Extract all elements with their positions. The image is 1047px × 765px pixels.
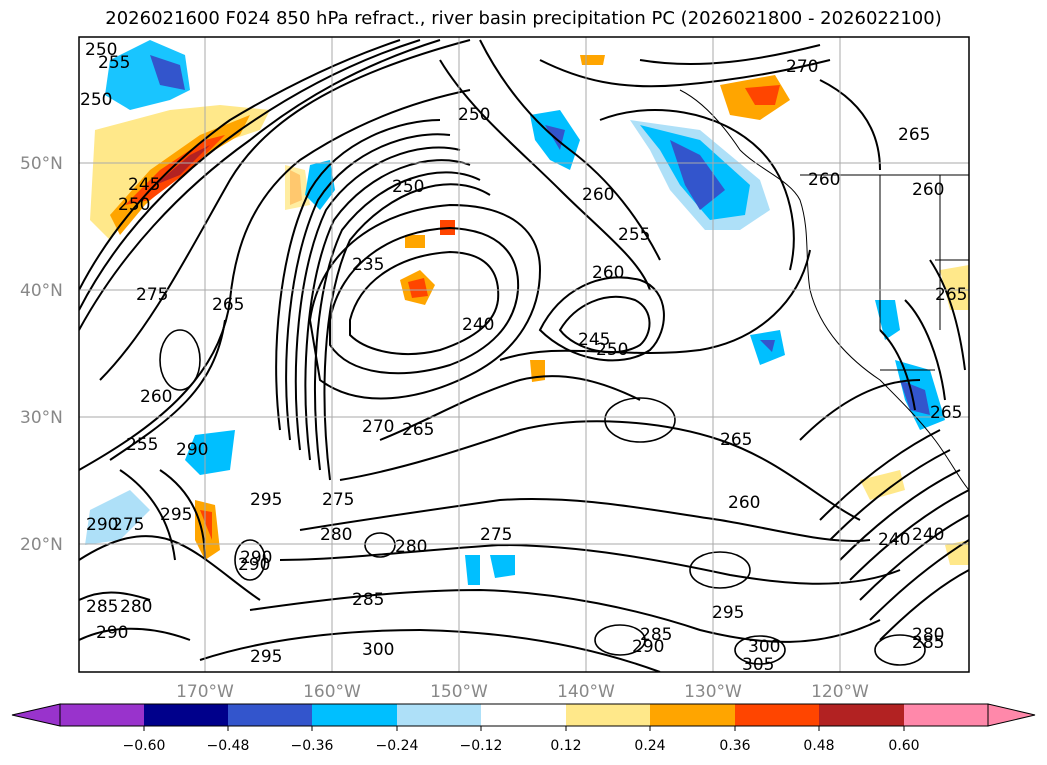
contour-label: 290 (176, 440, 208, 460)
lon-labels: 170°W 160°W 150°W 140°W 130°W 120°W (176, 682, 869, 702)
contour-layer (79, 39, 969, 672)
contour-label: 265 (930, 403, 962, 423)
contour-label: 265 (402, 420, 434, 440)
contour-label: 270 (362, 417, 394, 437)
contour-label: 270 (786, 57, 818, 77)
colorbar-tick-label: 0.12 (550, 738, 581, 754)
contour-label: 240 (878, 530, 910, 550)
contour-label: 260 (582, 185, 614, 205)
contour-label: 250 (458, 105, 490, 125)
lat-label: 40°N (20, 281, 63, 301)
contour-label: 250 (85, 40, 117, 60)
contour-label: 260 (728, 493, 760, 513)
lon-label: 170°W (176, 682, 234, 702)
contour-label-layer: 250 255 250 245 250 240 235 250 250 255 … (80, 40, 967, 675)
lat-label: 20°N (20, 535, 63, 555)
colorbar-segment (228, 704, 312, 726)
lat-labels: 50°N 40°N 30°N 20°N (20, 154, 63, 555)
contour-label: 290 (238, 555, 270, 575)
contour-label: 235 (352, 255, 384, 275)
lon-label: 160°W (303, 682, 361, 702)
shading-layer (85, 40, 969, 585)
colorbar-segment (312, 704, 397, 726)
contour-label: 285 (86, 597, 118, 617)
contour-label: 250 (80, 90, 112, 110)
contour-label: 245 (128, 175, 160, 195)
colorbar-tick-label: 0.60 (888, 738, 919, 754)
contour-label: 275 (136, 285, 168, 305)
contour-label: 280 (120, 597, 152, 617)
contour-label: 290 (632, 637, 664, 657)
contour-label: 295 (712, 603, 744, 623)
contour-label: 275 (322, 490, 354, 510)
contour-label: 280 (912, 625, 944, 645)
graticule (79, 37, 969, 672)
contour-label: 275 (112, 515, 144, 535)
contour-label: 260 (808, 170, 840, 190)
contour-label: 250 (392, 177, 424, 197)
contour-label: 280 (320, 525, 352, 545)
colorbar-tick-label: 0.24 (634, 738, 665, 754)
contour-label: 255 (618, 225, 650, 245)
contour-label: 300 (362, 640, 394, 660)
lat-label: 30°N (20, 408, 63, 428)
contour-label: 290 (86, 515, 118, 535)
contour-label: 240 (462, 315, 494, 335)
contour-label: 290 (96, 623, 128, 643)
colorbar-tick-label: 0.48 (803, 738, 834, 754)
contour-label: 255 (98, 53, 130, 73)
contour-label: 295 (160, 505, 192, 525)
small-contours (159, 329, 926, 666)
contour-label: 265 (935, 285, 967, 305)
contour-label: 295 (250, 490, 282, 510)
colorbar-segment (819, 704, 904, 726)
colorbar-segment (566, 704, 650, 726)
lon-label: 130°W (684, 682, 742, 702)
contour-label: 285 (912, 633, 944, 653)
lon-label: 140°W (557, 682, 615, 702)
colorbar-tick-label: −0.48 (207, 738, 250, 754)
colorbar-tick-label: −0.60 (123, 738, 166, 754)
colorbar-segment (735, 704, 819, 726)
map-content: 250 255 250 245 250 240 235 250 250 255 … (79, 37, 969, 675)
colorbar-extend-min (11, 703, 61, 727)
map-frame (78, 36, 970, 673)
colorbar-segment (904, 704, 988, 726)
contour-label: 250 (596, 340, 628, 360)
contour-label: 265 (898, 125, 930, 145)
contour-label: 265 (720, 430, 752, 450)
colorbar-tick-label: −0.12 (460, 738, 503, 754)
contour-label: 260 (140, 387, 172, 407)
contour-label: 285 (640, 625, 672, 645)
colorbar-segment (144, 704, 228, 726)
colorbar-segment (650, 704, 735, 726)
contour-label: 250 (118, 195, 150, 215)
contour-label: 280 (395, 537, 427, 557)
contour-label: 305 (742, 655, 774, 675)
contour-label: 265 (212, 295, 244, 315)
contour-label: 245 (578, 330, 610, 350)
lat-label: 50°N (20, 154, 63, 174)
contour-label: 295 (250, 647, 282, 667)
colorbar: −0.60 −0.48 −0.36 −0.24 −0.12 0.12 0.24 … (11, 703, 1036, 754)
contour-label: 275 (480, 525, 512, 545)
colorbar-segment (481, 704, 566, 726)
contour-label: 260 (912, 180, 944, 200)
contour-label: 285 (352, 590, 384, 610)
colorbar-tick-label: −0.36 (291, 738, 334, 754)
colorbar-segment (397, 704, 481, 726)
contour-label: 255 (126, 435, 158, 455)
colorbar-segment (60, 704, 144, 726)
lon-label: 150°W (430, 682, 488, 702)
colorbar-tick-label: −0.24 (376, 738, 419, 754)
lon-label: 120°W (811, 682, 869, 702)
contour-label: 260 (592, 263, 624, 283)
contour-label: 240 (912, 525, 944, 545)
colorbar-tick-label: 0.36 (719, 738, 750, 754)
colorbar-extend-max (987, 703, 1036, 727)
figure-title: 2026021600 F024 850 hPa refract., river … (105, 8, 942, 29)
contour-label: 290 (240, 548, 272, 568)
contour-label: 300 (748, 637, 780, 657)
